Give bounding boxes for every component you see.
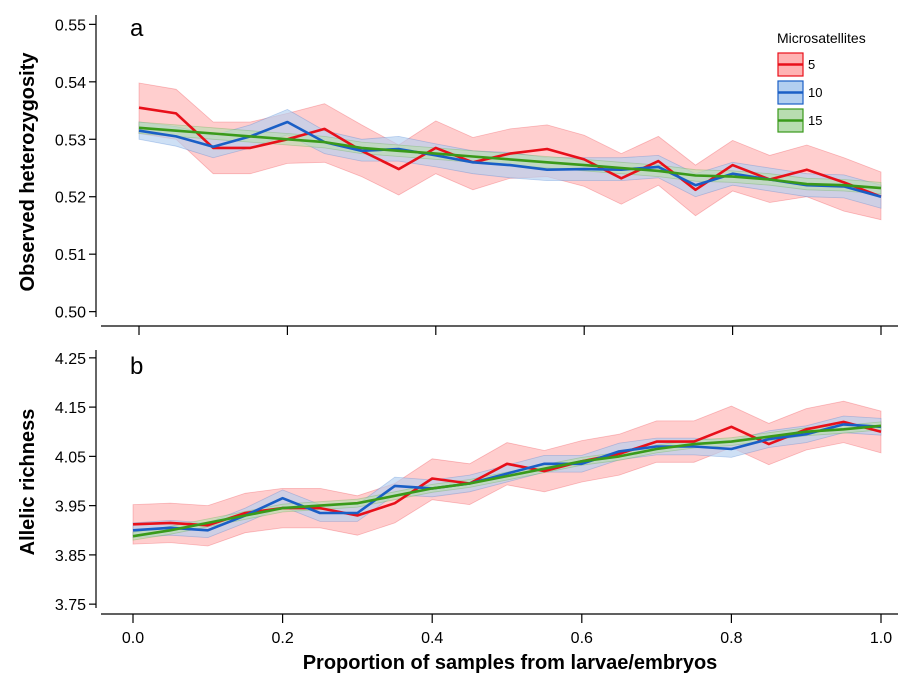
panel-a: 0.50 0.51 0.52 0.53 0.54 0.55 a Observed hete… <box>17 15 898 335</box>
y-tick-label: 3.75 <box>55 597 86 614</box>
panel-a-series-lines <box>138 106 882 198</box>
x-tick-label: 0.8 <box>720 630 742 647</box>
y-tick-label: 0.54 <box>55 75 86 92</box>
line-series-15 <box>138 126 882 190</box>
panel-b-series-lines <box>132 420 882 538</box>
panel-b-axes: 3.75 3.85 3.95 4.05 4.15 4.25 0.0 0.2 0.4 0.6 0.8 1… <box>55 350 898 647</box>
y-tick-label: 0.51 <box>55 247 86 264</box>
panel-b: 3.75 3.85 3.95 4.05 4.15 4.25 0.0 0.2 0.4 0.6 0.8 1… <box>17 350 898 647</box>
legend-item-5: 5 <box>777 52 815 77</box>
legend-label: 5 <box>808 57 815 72</box>
y-tick-label: 4.25 <box>55 351 86 368</box>
panel-a-confidence-bands <box>138 82 882 221</box>
line-series-10 <box>132 423 882 532</box>
x-tick-label: 1.0 <box>870 630 892 647</box>
panel-a-label: a <box>130 15 144 42</box>
x-tick-label: 0.2 <box>271 630 293 647</box>
y-tick-label: 3.95 <box>55 499 86 516</box>
x-tick-label: 0.4 <box>421 630 443 647</box>
legend: Microsatellites 5 10 15 <box>777 30 866 133</box>
legend-title: Microsatellites <box>777 30 866 46</box>
line-series-15 <box>132 424 882 538</box>
y-tick-label: 0.55 <box>55 17 86 34</box>
band-series-5 <box>138 82 882 221</box>
y-tick-label: 0.50 <box>55 305 86 322</box>
legend-label: 10 <box>808 85 822 100</box>
line-series-5 <box>138 106 882 198</box>
y-tick-label: 4.05 <box>55 449 86 466</box>
legend-item-15: 15 <box>777 108 822 133</box>
legend-item-10: 10 <box>777 80 822 105</box>
panel-a-y-axis-title: Observed heterozygosity <box>17 52 39 292</box>
y-tick-label: 3.85 <box>55 548 86 565</box>
panel-b-y-axis-title: Allelic richness <box>17 409 39 556</box>
y-tick-label: 0.53 <box>55 132 86 149</box>
x-axis-title: Proportion of samples from larvae/embryo… <box>303 652 718 674</box>
y-tick-label: 0.52 <box>55 190 86 207</box>
panel-a-axes: 0.50 0.51 0.52 0.53 0.54 0.55 <box>55 15 898 335</box>
legend-label: 15 <box>808 113 822 128</box>
y-tick-label: 4.15 <box>55 400 86 417</box>
x-tick-label: 0.0 <box>122 630 144 647</box>
panel-b-label: b <box>130 353 143 380</box>
x-tick-label: 0.6 <box>571 630 593 647</box>
